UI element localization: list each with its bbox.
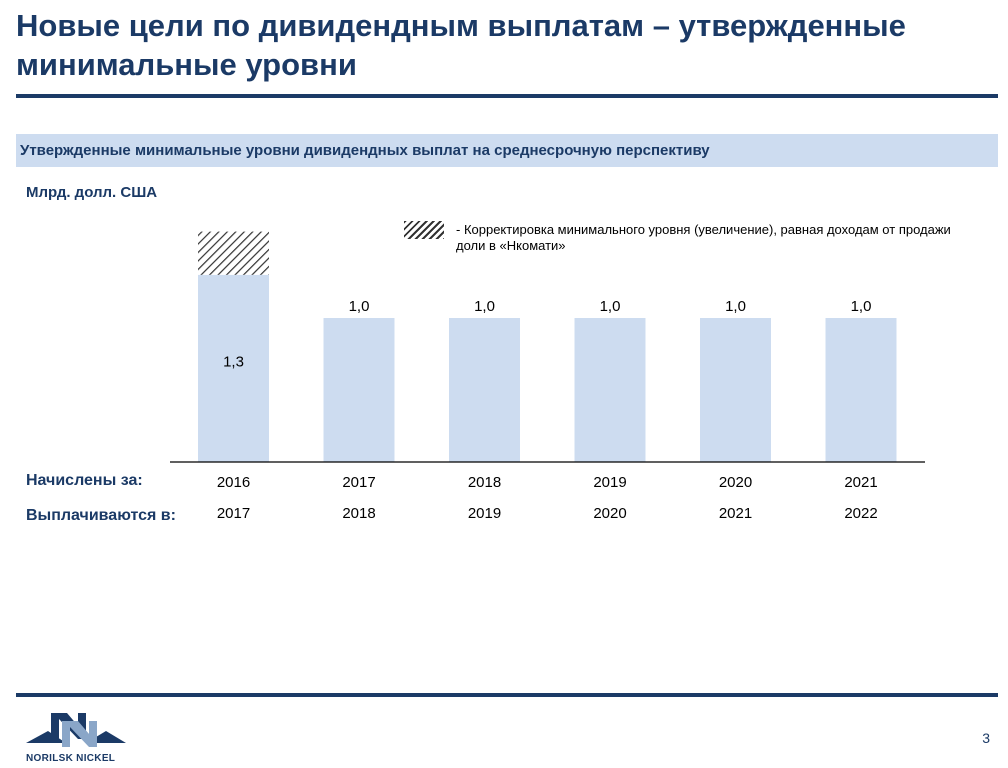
paid-year-2018: 2018 (342, 505, 375, 522)
bar-2018 (449, 318, 520, 462)
page-title: Новые цели по дивидендным выплатам – утв… (16, 8, 906, 82)
value-label-2020: 1,0 (725, 298, 746, 315)
section-header: Утвержденные минимальные уровни дивиденд… (16, 134, 998, 167)
accrued-year-2017: 2017 (342, 474, 375, 491)
accrued-row-label: Начислены за: (26, 472, 143, 489)
header-divider (16, 94, 998, 98)
value-label-2021: 1,0 (851, 298, 872, 315)
section-title: Утвержденные минимальные уровни дивиденд… (20, 142, 710, 159)
paid-year-2021: 2021 (719, 505, 752, 522)
paid-year-2017: 2017 (217, 505, 250, 522)
company-logo: NORILSK NICKEL (26, 709, 126, 765)
value-label-2017: 1,0 (349, 298, 370, 315)
accrued-year-2016: 2016 (217, 474, 250, 491)
logo-mark-icon (26, 713, 126, 747)
accrued-year-2018: 2018 (468, 474, 501, 491)
paid-year-2020: 2020 (593, 505, 626, 522)
legend-hatch-swatch (404, 221, 444, 239)
value-label-2018: 1,0 (474, 298, 495, 315)
bar-2017 (323, 318, 395, 462)
bar-2020 (700, 318, 771, 462)
dividend-bar-chart: 1,3 2016 2017 1,0 2017 2018 1,0 2018 2019 1,0 2019… (170, 231, 925, 522)
accrued-year-2019: 2019 (593, 474, 626, 491)
bar-2021 (825, 318, 897, 462)
units-label: Млрд. долл. США (26, 184, 158, 201)
accrued-year-2021: 2021 (844, 474, 877, 491)
bar-2016 (198, 274, 269, 462)
paid-row-label: Выплачиваются в: (26, 507, 176, 524)
value-label-2016: 1,3 (223, 354, 244, 371)
accrued-year-2020: 2020 (719, 474, 752, 491)
company-name: NORILSK NICKEL (26, 753, 116, 764)
footer-divider (16, 693, 998, 697)
chart-legend: - Корректировка минимального уровня (уве… (404, 221, 964, 257)
paid-year-2019: 2019 (468, 505, 501, 522)
bar-adjustment-2016 (198, 231, 269, 275)
bar-2019 (574, 318, 646, 462)
legend-text: - Корректировка минимального уровня (уве… (456, 222, 951, 253)
paid-year-2022: 2022 (844, 505, 877, 522)
page-number: 3 (982, 730, 990, 746)
value-label-2019: 1,0 (600, 298, 621, 315)
